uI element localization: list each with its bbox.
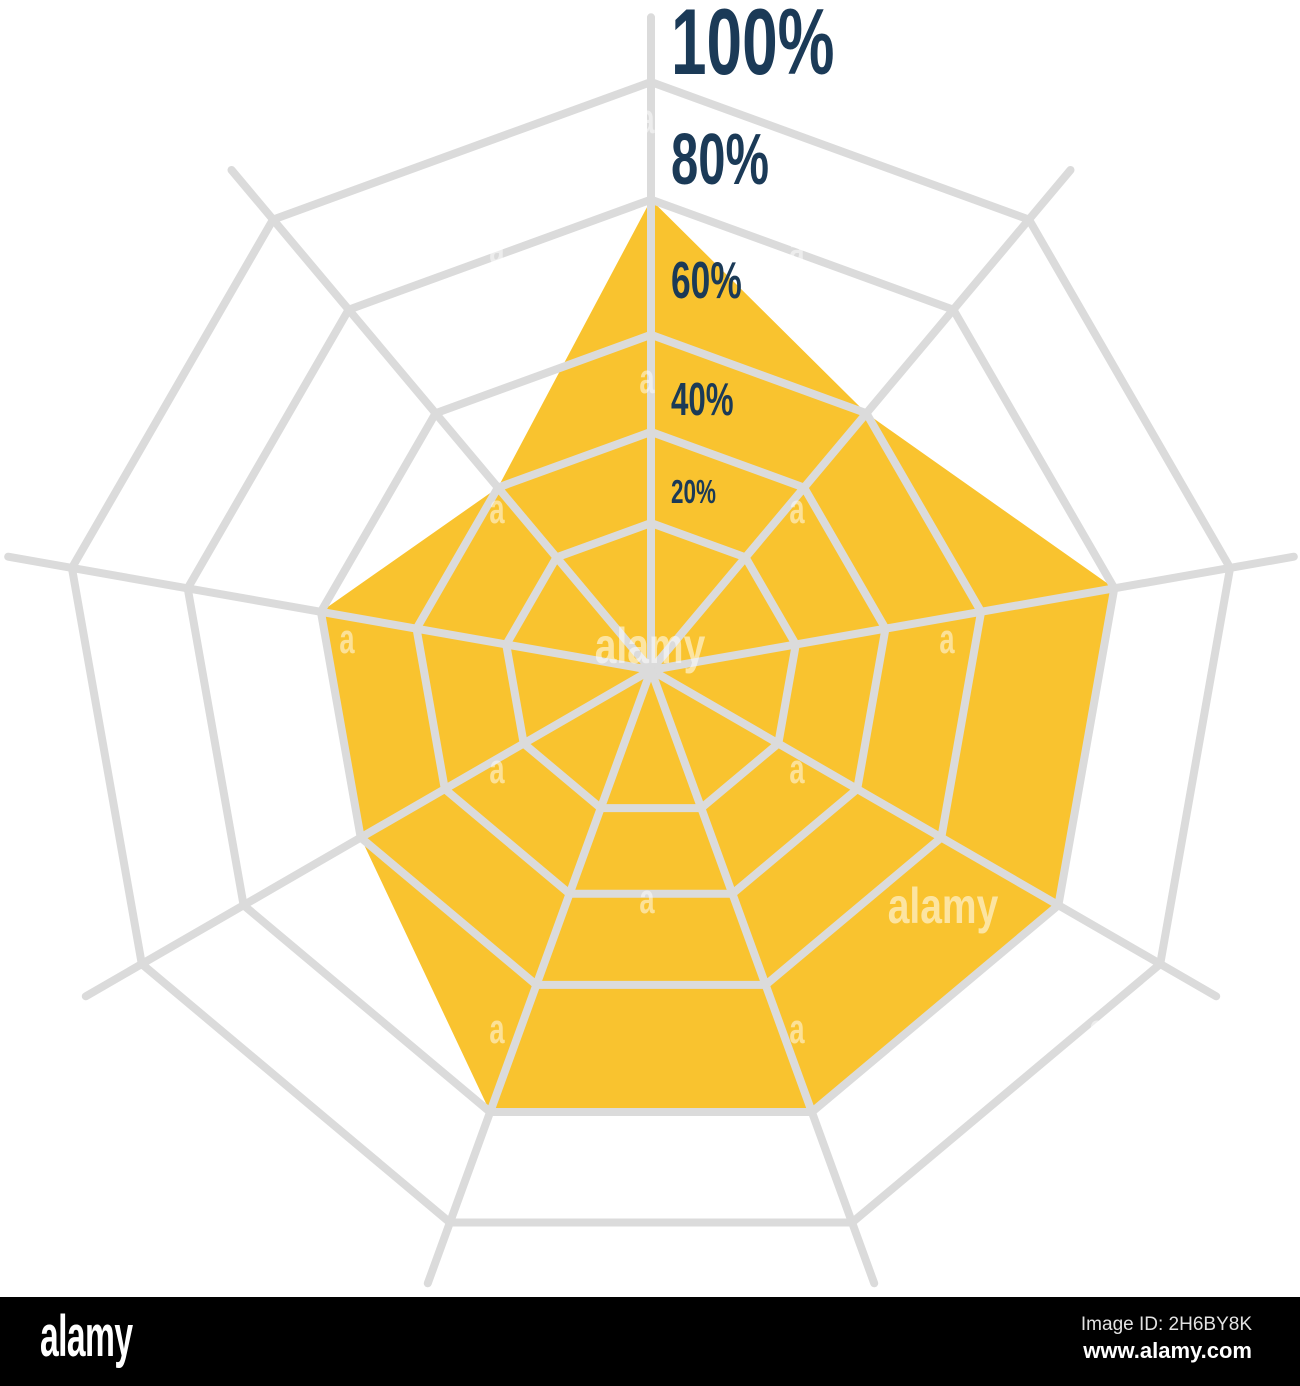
alamy-url-text: www.alamy.com [1083,1338,1252,1363]
watermark-letter: a [189,745,204,792]
watermark-letter: a [789,225,804,272]
watermark-letter: a [339,615,354,662]
footer-bar: alamy Image ID: 2H6BY8K www.alamy.com [0,1297,1300,1386]
watermark-letter: a [189,485,204,532]
axis-spoke-8 [227,166,655,674]
axis-tick-label-60: 60% [671,252,742,309]
watermark-letter: a [789,485,804,532]
grid-ring-100 [67,78,1235,1227]
grid-ring-20 [502,519,800,813]
axis-tick-label-100: 100% [671,0,834,95]
image-id-text: Image ID: 2H6BY8K [1080,1314,1252,1335]
watermark-letter: a [1089,225,1104,272]
grid-ring-80 [183,195,1119,1116]
axis-spoke-2 [647,552,1298,674]
watermark-letter: a [489,745,504,792]
watermark-letter: a [489,225,504,272]
watermark-letter: a [939,1135,954,1182]
watermark-layer: a a a a a a a a a a a a a a a a a a a a a a a a a a a a a a a a a a alamy a… [189,95,1254,1182]
watermark-letter: a [939,95,954,142]
watermark-letter: a [939,355,954,402]
watermark-letter: a [1089,745,1104,792]
watermark-letter: a [1239,615,1254,662]
watermark-letter: a [189,225,204,272]
watermark-letter: a [639,355,654,402]
axis-tick-label-40: 40% [671,374,734,425]
watermark-letter: a [339,95,354,142]
axis-spoke-7 [4,552,655,674]
watermark-word: alamy [595,617,706,674]
axis-spoke-6 [81,666,655,1001]
watermark-letter: a [489,485,504,532]
watermark-letter: a [1239,355,1254,402]
watermark-letter: a [639,95,654,142]
axis-spoke-5 [423,666,655,1288]
watermark-letter: a [339,355,354,402]
grid-ring-40 [412,427,890,898]
axis-spoke-4 [647,666,879,1288]
watermark-letter: a [339,1135,354,1182]
axis-tick-label-20: 20% [671,473,716,510]
spider-web-grid [4,13,1298,1288]
axis-spoke-3 [647,666,1221,1001]
watermark-letter: a [489,1005,504,1052]
watermark-letter: a [339,875,354,922]
watermark-letter: a [789,1005,804,1052]
watermark-letter: a [1089,1005,1104,1052]
watermark-letter: a [1089,485,1104,532]
watermark-letter: a [639,1135,654,1182]
image-meta: Image ID: 2H6BY8K www.alamy.com [1081,1312,1252,1364]
watermark-letter: a [1239,95,1254,142]
watermark-letter: a [939,615,954,662]
watermark-word: alamy [888,877,999,934]
watermark-letter: a [1239,875,1254,922]
axis-tick-label-80: 80% [671,120,769,201]
watermark-letter: a [1239,1135,1254,1182]
grid-ring-60 [316,330,986,989]
watermark-letter: a [789,745,804,792]
watermark-letter: a [639,875,654,922]
axis-tick-labels: 100% 80% 60% 40% 20% [671,0,834,510]
watermark-letter: a [189,1005,204,1052]
alamy-logo: alamy [40,1304,133,1369]
axis-spoke-1 [647,166,1075,674]
